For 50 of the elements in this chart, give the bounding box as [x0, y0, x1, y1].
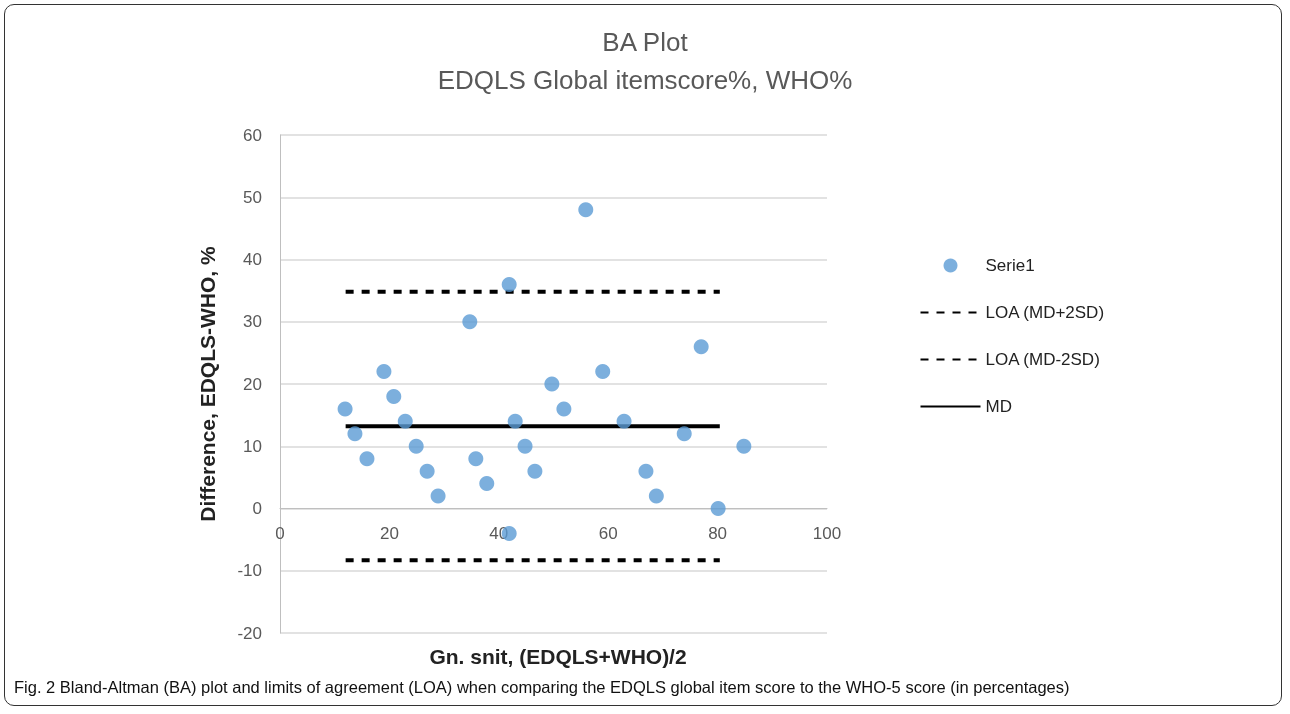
point: [648, 488, 664, 504]
point: [376, 364, 392, 380]
point: [517, 438, 533, 454]
point: [507, 413, 523, 429]
caption: Fig. 2 Bland-Altman (BA) plot and limits of agreement (LOA) when comparing the EDQLS global item score to the WHO-5 score (in percentages): [14, 678, 1071, 697]
x-tick-label: 20: [379, 523, 399, 543]
x-axis-title: Gn. snit, (EDQLS+WHO)/2: [429, 645, 687, 668]
point: [595, 364, 611, 380]
y-tick-label: -10: [237, 561, 262, 581]
point: [638, 463, 654, 479]
legend-label: LOA (MD+2SD): [985, 303, 1105, 322]
x-tick-label: 0: [275, 523, 285, 543]
y-tick-label: 60: [243, 125, 262, 145]
point: [693, 339, 709, 355]
y-tick-label: -20: [237, 623, 262, 643]
y-axis-title: Difference, EDQLS-WHO, %: [196, 245, 219, 522]
point: [359, 451, 375, 467]
x-tick-label: 100: [812, 523, 842, 543]
point: [430, 488, 446, 504]
point: [501, 276, 517, 292]
point: [544, 376, 560, 392]
y-tick-label: 20: [243, 374, 262, 394]
y-tick-label: 40: [243, 250, 262, 269]
point: [710, 501, 726, 516]
chart-subtitle: EDQLS Global itemscore%, WHO%: [437, 65, 853, 95]
y-tick-label: 50: [243, 187, 262, 207]
point: [578, 202, 594, 218]
point: [479, 476, 495, 492]
point: [462, 314, 478, 330]
y-tick-label: 0: [252, 499, 262, 518]
point: [347, 426, 363, 442]
point: [397, 413, 413, 429]
point: [736, 438, 752, 454]
point: [527, 463, 543, 479]
point: [337, 401, 353, 417]
x-tick-label: 60: [598, 523, 618, 543]
point: [616, 413, 632, 429]
legend-label: Serie1: [985, 256, 1035, 275]
legend-label: LOA (MD-2SD): [985, 350, 1100, 369]
point: [408, 438, 424, 454]
y-tick-label: 30: [243, 312, 262, 332]
x-tick-label: 80: [708, 523, 728, 543]
chart-title: BA Plot: [602, 27, 689, 57]
point: [676, 426, 692, 442]
point: [468, 451, 484, 467]
y-tick-label: 10: [243, 436, 262, 456]
point: [419, 463, 435, 479]
legend-label: MD: [985, 397, 1012, 416]
point: [386, 388, 402, 404]
point: [556, 401, 572, 417]
